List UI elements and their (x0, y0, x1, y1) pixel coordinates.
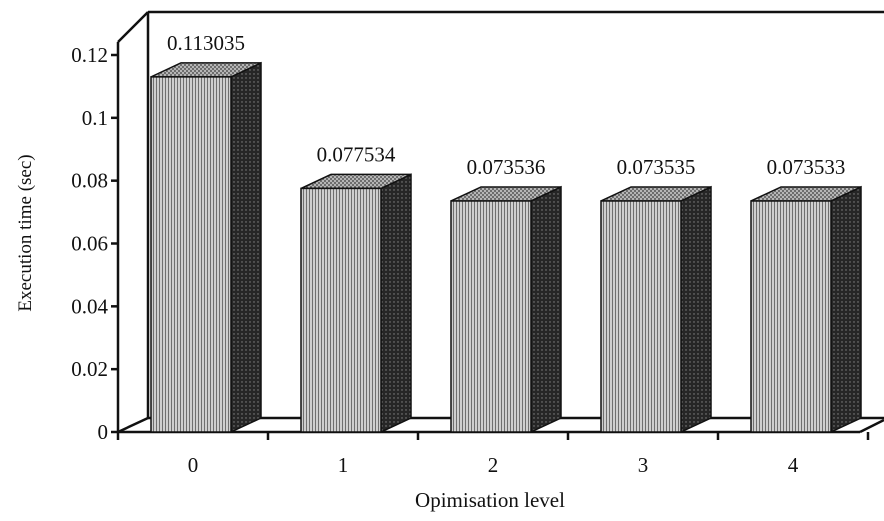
x-tick-label: 4 (788, 453, 799, 477)
bar-side (680, 185, 712, 434)
x-tick-label: 0 (188, 453, 199, 477)
y-axis-label: Execution time (sec) (15, 154, 36, 311)
bar-face (450, 200, 532, 433)
bar-face (300, 187, 382, 433)
bar-side (530, 185, 562, 434)
bar-value-label: 0.077534 (317, 142, 396, 166)
x-axis-label: Opimisation level (415, 488, 565, 512)
x-axis-ticks: 0 1 2 3 4 (116, 432, 870, 477)
y-tick-label: 0.1 (82, 106, 108, 130)
bar-value-label: 0.073533 (767, 155, 846, 179)
bar-value-label: 0.073536 (467, 155, 546, 179)
bar: 0.073536 (450, 155, 562, 434)
bar: 0.113035 (150, 31, 262, 434)
bar: 0.077534 (300, 142, 412, 434)
bar: 0.073533 (750, 155, 862, 434)
y-tick-label: 0.02 (71, 357, 108, 381)
x-tick-label: 1 (338, 453, 349, 477)
y-tick-label: 0.12 (71, 43, 108, 67)
bar-face (150, 76, 232, 433)
bar-face (600, 200, 682, 433)
bars: 0.113035 0.077534 0.073536 0.073535 0.073533 (150, 31, 862, 434)
left-wall-top-edge (117, 11, 149, 43)
y-tick-label: 0.04 (71, 294, 108, 318)
bar: 0.073535 (600, 155, 712, 434)
bar-face (750, 200, 832, 433)
y-tick-label: 0 (98, 420, 109, 444)
bar-side (830, 185, 862, 434)
bar-side (380, 173, 412, 434)
floor-left-edge (117, 416, 149, 434)
floor-right-edge (859, 418, 884, 434)
y-tick-label: 0.08 (71, 169, 108, 193)
y-axis-ticks: 0 0.02 0.04 0.06 0.08 0.1 0.12 (71, 43, 118, 444)
bar-side (230, 61, 262, 434)
bar-value-label: 0.113035 (167, 31, 245, 55)
x-tick-label: 3 (638, 453, 649, 477)
y-tick-label: 0.06 (71, 232, 108, 256)
x-tick-label: 2 (488, 453, 499, 477)
bar-value-label: 0.073535 (617, 155, 696, 179)
